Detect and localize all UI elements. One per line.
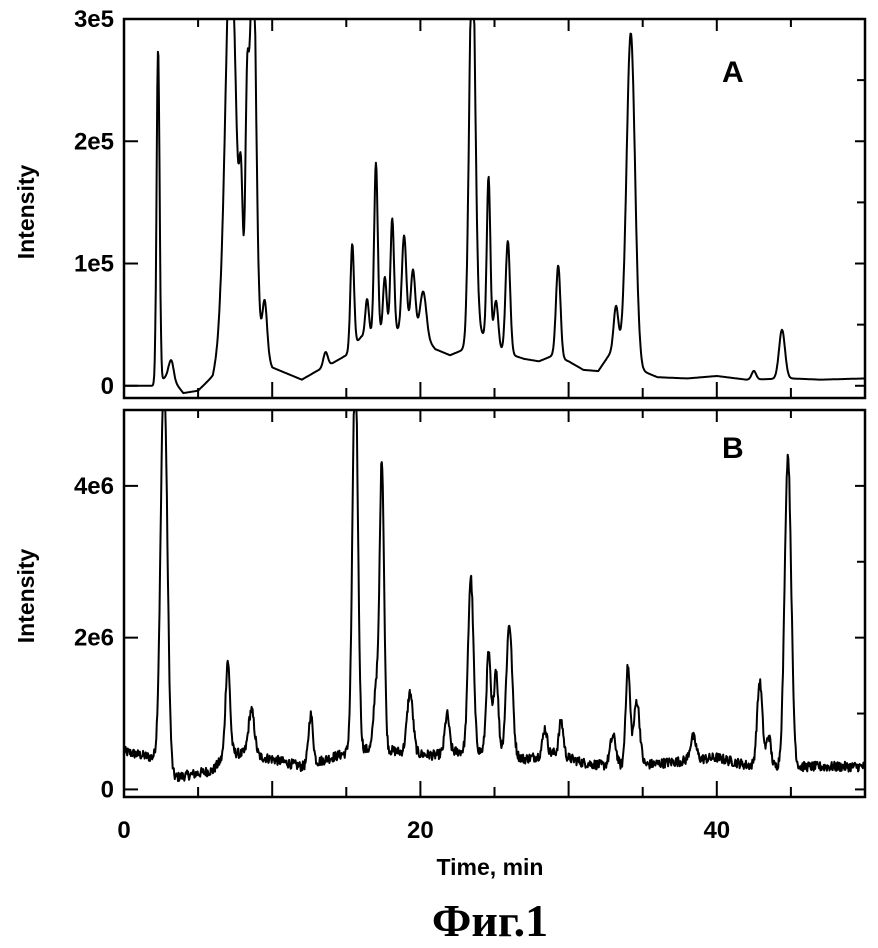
figure-caption: Фиг.1: [432, 895, 548, 946]
panel-b-label: B: [722, 432, 744, 465]
panel-a: 0 1e5 2e5 3e5 A Intensity: [13, 6, 867, 400]
panel-a-label: A: [722, 56, 744, 89]
panel-a-y-tick-label: 3e5: [74, 6, 114, 33]
x-tick-label: 20: [407, 817, 434, 844]
panel-b-y-tick-label: 2e6: [74, 625, 114, 652]
panel-a-y-tick-label: 1e5: [74, 251, 114, 278]
panel-b-y-axis-title: Intensity: [13, 549, 39, 644]
panel-b-y-tick-label: 4e6: [74, 473, 114, 500]
panel-b-trace: [123, 409, 866, 783]
panel-b-ticks: 0 2e6 4e6 0 20 40: [74, 410, 866, 844]
panel-b: 0 2e6 4e6 0 20 40 B Intensity: [13, 408, 867, 844]
panel-a-ticks: 0 1e5 2e5 3e5: [74, 6, 866, 400]
x-tick-label: 0: [117, 817, 130, 844]
panel-a-y-tick-label: 2e5: [74, 128, 114, 155]
panel-b-frame: [122, 408, 867, 799]
panel-a-y-axis-title: Intensity: [13, 165, 39, 260]
panel-a-trace: [123, 18, 866, 395]
panel-a-y-tick-label: 0: [101, 373, 114, 400]
x-tick-label: 40: [703, 817, 730, 844]
x-axis-title: Time, min: [437, 854, 544, 880]
panel-b-y-tick-label: 0: [101, 776, 114, 803]
